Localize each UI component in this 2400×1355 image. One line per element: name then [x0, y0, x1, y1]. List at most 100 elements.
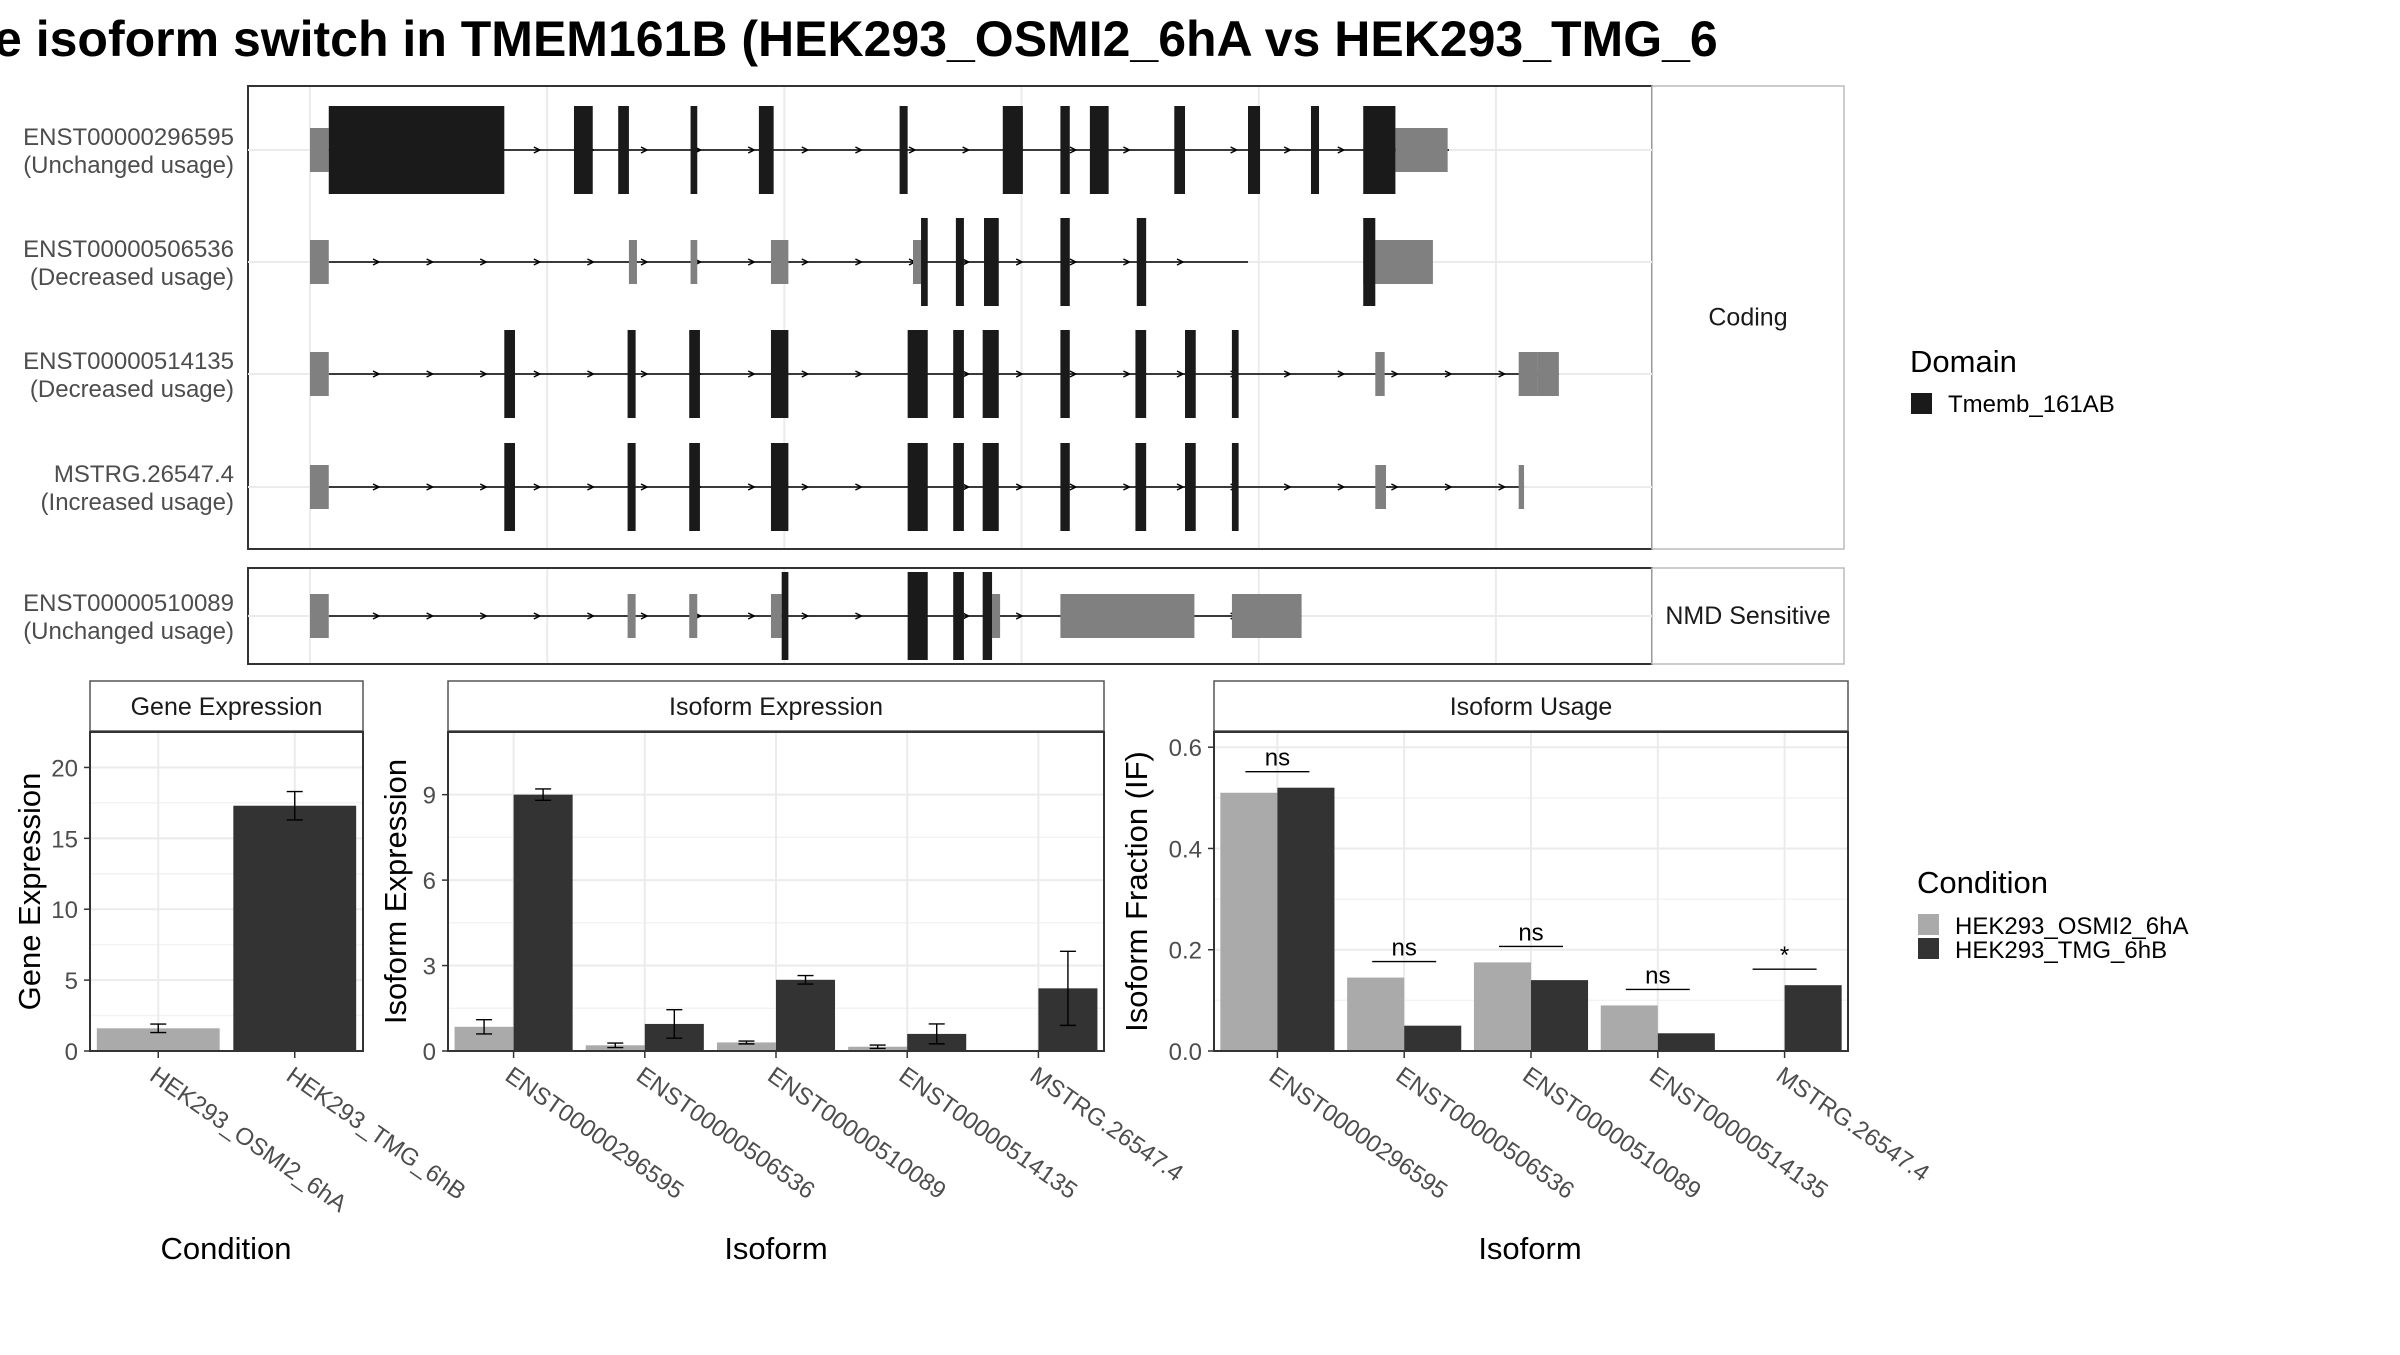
bar	[776, 979, 836, 1051]
domain-exon	[953, 443, 964, 531]
utr-exon	[628, 240, 637, 284]
bar-chart-panels: Gene Expression05101520HEK293_OSMI2_6hAH…	[12, 680, 1934, 1266]
domain-exon	[982, 330, 999, 418]
utr-exon	[1060, 594, 1195, 638]
direction-arrow	[372, 483, 381, 491]
bar	[716, 1042, 776, 1051]
transcript-row: ENST00000514135(Decreased usage)	[23, 330, 1652, 418]
direction-arrow	[962, 483, 971, 491]
panel-strip	[1213, 680, 1849, 732]
domain-legend-key	[1911, 393, 1932, 414]
direction-arrow	[587, 612, 596, 620]
direction-arrow	[640, 370, 649, 378]
domain-exon	[627, 443, 636, 531]
domain-exon	[899, 106, 908, 194]
transcript-group-1: NMD Sensitive ENST00000510089(Unchanged u…	[23, 567, 1845, 665]
strip-box	[1651, 85, 1845, 550]
utr-exon	[627, 594, 636, 638]
domain-exon	[1185, 443, 1196, 531]
utr-exon	[310, 594, 329, 638]
bar	[1657, 1033, 1715, 1051]
direction-arrow	[479, 370, 488, 378]
direction-arrow	[962, 146, 971, 154]
domain-exon	[328, 106, 505, 194]
legends: Domain Tmemb_161AB Condition HEK293_OSMI2_6…	[1910, 344, 2188, 964]
direction-arrow	[426, 483, 435, 491]
condition-legend-label: HEK293_OSMI2_6hA	[1955, 913, 2188, 940]
direction-arrow	[426, 258, 435, 266]
domain-exon	[1363, 106, 1396, 194]
significance-label: ns	[1265, 745, 1290, 772]
direction-arrow	[747, 483, 756, 491]
direction-arrow	[855, 483, 864, 491]
domain-exon	[627, 330, 636, 418]
direction-arrow	[479, 258, 488, 266]
direction-arrow	[747, 612, 756, 620]
utr-exon	[310, 240, 329, 284]
domain-exon	[982, 443, 999, 531]
transcript-row: ENST00000296595(Unchanged usage)	[23, 106, 1652, 194]
bar	[513, 794, 573, 1051]
direction-arrow	[1391, 370, 1400, 378]
direction-arrow	[855, 370, 864, 378]
direction-arrow	[587, 258, 596, 266]
direction-arrow	[747, 146, 756, 154]
domain-exon	[1089, 106, 1109, 194]
domain-exon	[1060, 218, 1070, 306]
panel-title: Gene Expression	[131, 693, 323, 721]
utr-exon	[310, 128, 329, 172]
direction-arrow	[533, 612, 542, 620]
y-axis-title: Gene Expression	[12, 773, 47, 1011]
direction-arrow	[1069, 483, 1078, 491]
direction-arrow	[1391, 483, 1400, 491]
y-tick-label: 0.0	[1169, 1039, 1202, 1066]
direction-arrow	[372, 258, 381, 266]
direction-arrow	[1283, 483, 1292, 491]
utr-exon	[1518, 465, 1525, 509]
direction-arrow	[1015, 370, 1024, 378]
domain-exon	[573, 106, 593, 194]
domain-exon	[953, 572, 964, 660]
domain-exon	[1231, 443, 1239, 531]
domain-exon	[690, 106, 698, 194]
domain-exon	[770, 443, 789, 531]
utr-exon	[1375, 352, 1385, 396]
condition-legend-key	[1918, 914, 1939, 935]
direction-arrow	[908, 146, 917, 154]
bar	[1473, 962, 1531, 1051]
direction-arrow	[533, 483, 542, 491]
domain-exon	[689, 330, 700, 418]
domain-exon	[1060, 443, 1070, 531]
direction-arrow	[801, 483, 810, 491]
direction-arrow	[1283, 370, 1292, 378]
figure-title: e isoform switch in TMEM161B (HEK293_OSM…	[0, 11, 1718, 67]
domain-exon	[982, 572, 993, 660]
y-tick-label: 0	[423, 1039, 436, 1066]
utr-exon	[1395, 128, 1448, 172]
transcript-row: ENST00000506536(Decreased usage)	[23, 218, 1652, 306]
direction-arrow	[426, 612, 435, 620]
direction-arrow	[962, 258, 971, 266]
utr-exon	[1375, 465, 1387, 509]
domain-exon	[1363, 218, 1376, 306]
domain-exon	[1002, 106, 1023, 194]
transcript-usage-label: (Increased usage)	[41, 489, 234, 516]
x-axis-title: Isoform	[724, 1231, 827, 1266]
bar	[1347, 977, 1405, 1051]
transcript-id-label: ENST00000510089	[23, 590, 234, 617]
direction-arrow	[1069, 258, 1078, 266]
bar-panel-1: Isoform Expression0369ENST00000296595ENS…	[378, 680, 1188, 1266]
direction-arrow	[1015, 612, 1024, 620]
transcript-row: ENST00000510089(Unchanged usage)	[23, 572, 1652, 660]
direction-arrow	[1176, 483, 1185, 491]
y-tick-label: 9	[423, 783, 436, 810]
direction-arrow	[587, 370, 596, 378]
y-tick-label: 0.2	[1169, 938, 1202, 965]
direction-arrow	[372, 370, 381, 378]
domain-exon	[1310, 106, 1320, 194]
y-axis-title: Isoform Expression	[378, 759, 413, 1024]
transcript-usage-label: (Unchanged usage)	[23, 618, 234, 645]
